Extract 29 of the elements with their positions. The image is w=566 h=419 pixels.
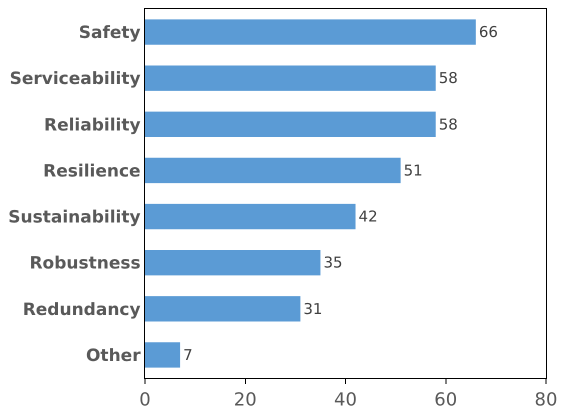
y-tick-label: Safety	[78, 23, 141, 44]
x-tick-label: 20	[234, 390, 257, 411]
x-tick-label: 40	[334, 390, 357, 411]
bar	[145, 19, 476, 45]
y-tick-label: Robustness	[29, 254, 141, 274]
x-tick-label: 60	[434, 390, 458, 411]
data-label: 42	[358, 208, 378, 226]
bar	[145, 66, 436, 91]
bar	[145, 204, 356, 230]
y-tick-label: Other	[86, 346, 142, 366]
data-label: 66	[478, 23, 498, 42]
y-tick-label: Reliability	[44, 115, 141, 136]
y-tick-label: Sustainability	[8, 208, 141, 228]
bar	[145, 296, 300, 322]
bar	[145, 158, 401, 184]
data-label: 35	[323, 254, 343, 272]
bar	[145, 342, 180, 368]
bar	[145, 250, 320, 276]
x-tick-label: 0	[139, 390, 151, 411]
y-tick-label: Resilience	[43, 161, 141, 182]
bar	[145, 112, 436, 137]
x-tick-label: 80	[534, 390, 558, 411]
y-tick-label: Redundancy	[22, 300, 141, 320]
y-tick-label: Serviceability	[10, 69, 141, 90]
data-label: 31	[303, 300, 322, 318]
data-label: 7	[183, 346, 193, 364]
data-label: 51	[404, 161, 423, 180]
data-label: 58	[438, 115, 458, 134]
data-label: 58	[438, 69, 458, 88]
